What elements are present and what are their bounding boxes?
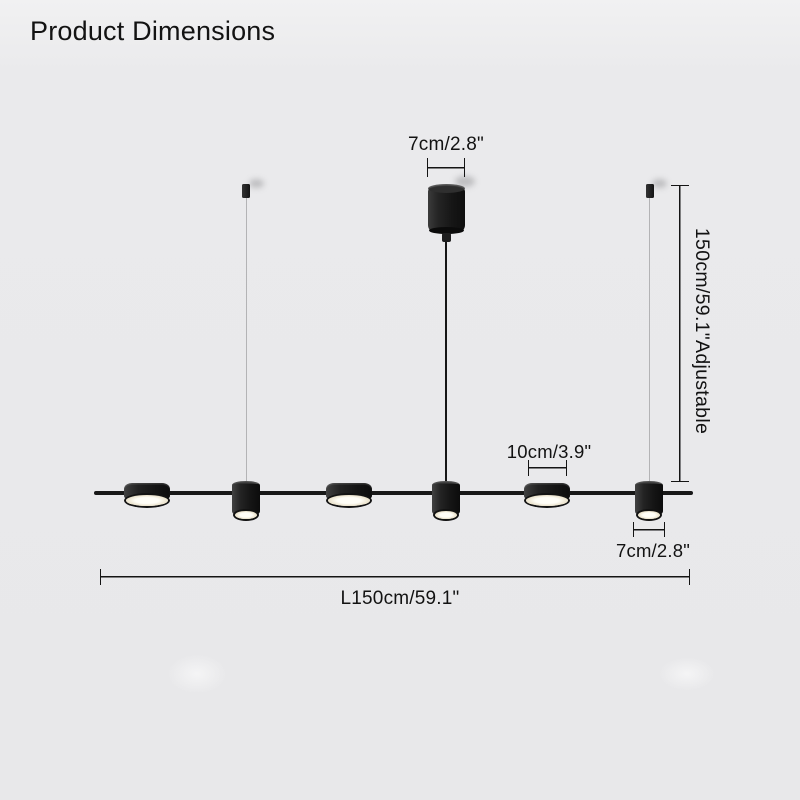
canopy-stem <box>442 233 451 242</box>
canopy-width-bracket <box>427 158 465 177</box>
lamp-head-light-face <box>638 511 660 519</box>
right-connector-shadow-smudge <box>652 179 667 188</box>
lamp-head-body <box>635 484 663 516</box>
lamp-head-light-face <box>235 511 257 519</box>
lamp-head-body <box>432 484 460 516</box>
lamp-head-cylinder-4 <box>432 481 460 519</box>
canopy-shadow-smudge <box>455 176 475 187</box>
light-reflection-right <box>650 652 724 696</box>
left-cable-connector <box>242 184 250 198</box>
head-width-label: 7cm/2.8" <box>616 540 690 561</box>
page-title: Product Dimensions <box>30 16 276 46</box>
lamp-head-disc-1 <box>124 483 170 506</box>
lamp-head-cylinder-2 <box>232 481 260 519</box>
lamp-head-disc-5 <box>524 483 570 506</box>
total-length-label: L150cm/59.1" <box>340 588 460 609</box>
suspension-height-label: 150cm/59.1"Adjustable <box>691 227 713 435</box>
lamp-head-light-face <box>435 511 457 519</box>
right-cable <box>649 198 651 483</box>
suspension-height-line <box>671 185 689 482</box>
ceiling-canopy <box>428 184 465 234</box>
head-spacing-label: 10cm/3.9" <box>506 441 592 462</box>
lamp-head-light-face <box>526 495 568 506</box>
head-width-bracket <box>633 522 665 537</box>
left-cable <box>245 198 247 483</box>
right-cable-connector <box>646 184 654 198</box>
lamp-head-body <box>232 484 260 516</box>
lamp-head-light-face <box>328 495 370 506</box>
head-spacing-bracket <box>528 460 567 476</box>
center-cable <box>445 240 447 483</box>
light-reflection-left <box>158 648 236 700</box>
left-connector-shadow-smudge <box>249 179 264 188</box>
canopy-width-label: 7cm/2.8" <box>408 134 484 155</box>
lamp-head-light-face <box>126 495 168 506</box>
total-length-line <box>100 569 690 585</box>
lamp-head-disc-3 <box>326 483 372 506</box>
lamp-head-cylinder-6 <box>635 481 663 519</box>
lamp-bar <box>94 491 693 495</box>
